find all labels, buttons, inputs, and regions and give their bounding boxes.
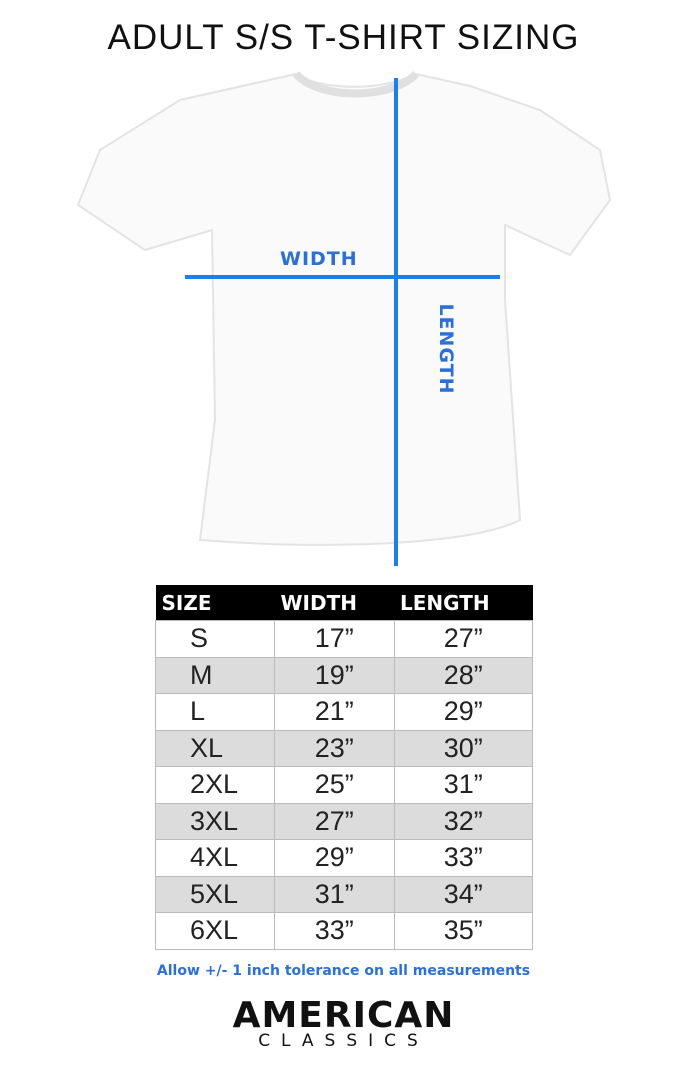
cell-width: 23”: [274, 729, 395, 767]
cell-width: 33”: [274, 912, 395, 950]
cell-size: 6XL: [155, 912, 275, 950]
table-row: 3XL 27” 32”: [155, 802, 533, 840]
cell-width: 31”: [274, 875, 395, 913]
cell-size: 4XL: [155, 839, 275, 877]
cell-width: 27”: [274, 802, 395, 840]
tolerance-note: Allow +/- 1 inch tolerance on all measur…: [156, 963, 531, 979]
logo-american: AMERICAN: [232, 995, 455, 1036]
cell-size: M: [155, 656, 275, 694]
cell-size: XL: [155, 729, 275, 767]
cell-length: 30”: [393, 729, 533, 767]
cell-length: 29”: [393, 693, 533, 731]
table-row: 4XL 29” 33”: [155, 839, 533, 877]
table-row: 2XL 25” 31”: [155, 766, 533, 804]
cell-size: 3XL: [155, 802, 275, 840]
cell-width: 21”: [274, 693, 395, 731]
cell-size: 2XL: [155, 766, 275, 804]
cell-size: 5XL: [155, 875, 275, 913]
table-row: XL 23” 30”: [155, 729, 533, 767]
cell-size: L: [155, 693, 275, 731]
size-table: SIZE WIDTH LENGTH S 17” 27” M 19” 28” L 21” 29” X…: [155, 585, 533, 950]
cell-length: 33”: [393, 839, 533, 877]
table-header: SIZE WIDTH LENGTH: [155, 585, 533, 621]
table-row: M 19” 28”: [155, 656, 533, 694]
table-row: L 21” 29”: [155, 693, 533, 731]
logo-classics: CLASSICS: [258, 1031, 429, 1051]
table-row: 5XL 31” 34”: [155, 875, 533, 913]
cell-size: S: [155, 620, 275, 658]
cell-length: 27”: [393, 620, 533, 658]
length-label: LENGTH: [435, 303, 457, 395]
cell-width: 19”: [274, 656, 395, 694]
cell-length: 35”: [393, 912, 533, 950]
table-row: 6XL 33” 35”: [155, 912, 533, 950]
cell-length: 34”: [393, 875, 533, 913]
cell-width: 25”: [274, 766, 395, 804]
tshirt-shape: [76, 72, 612, 546]
tshirt-collar: [293, 70, 419, 98]
width-label: WIDTH: [280, 248, 358, 270]
page-title: ADULT S/S T-SHIRT SIZING: [107, 18, 580, 57]
cell-width: 29”: [274, 839, 395, 877]
cell-length: 28”: [393, 656, 533, 694]
cell-width: 17”: [274, 620, 395, 658]
cell-length: 31”: [393, 766, 533, 804]
cell-length: 32”: [393, 802, 533, 840]
tshirt-diagram: [76, 70, 612, 566]
header-width: WIDTH: [274, 585, 394, 621]
table-row: S 17” 27”: [155, 620, 533, 658]
header-length: LENGTH: [394, 585, 533, 621]
header-size: SIZE: [155, 585, 275, 621]
